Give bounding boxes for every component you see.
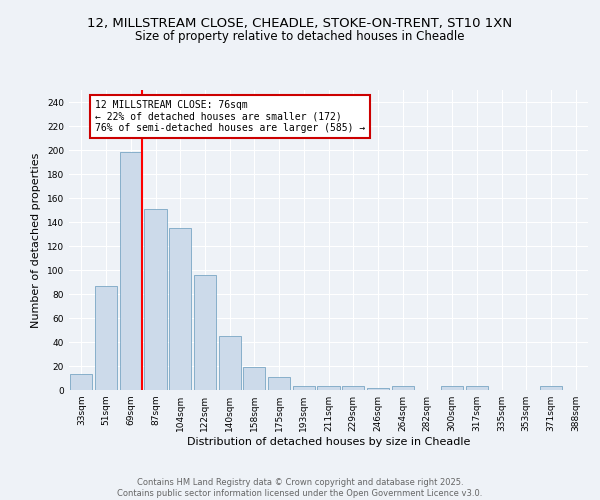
Bar	[317, 386, 340, 390]
Bar	[145, 209, 167, 390]
Bar	[95, 286, 117, 390]
Text: Contains HM Land Registry data © Crown copyright and database right 2025.
Contai: Contains HM Land Registry data © Crown c…	[118, 478, 482, 498]
Bar	[367, 388, 389, 390]
Bar	[243, 367, 265, 390]
Text: Size of property relative to detached houses in Cheadle: Size of property relative to detached ho…	[135, 30, 465, 43]
Bar	[169, 228, 191, 390]
Bar	[540, 386, 562, 390]
Bar	[466, 386, 488, 390]
Text: 12 MILLSTREAM CLOSE: 76sqm
← 22% of detached houses are smaller (172)
76% of sem: 12 MILLSTREAM CLOSE: 76sqm ← 22% of deta…	[95, 100, 365, 133]
X-axis label: Distribution of detached houses by size in Cheadle: Distribution of detached houses by size …	[187, 437, 470, 447]
Bar	[293, 386, 315, 390]
Text: 12, MILLSTREAM CLOSE, CHEADLE, STOKE-ON-TRENT, ST10 1XN: 12, MILLSTREAM CLOSE, CHEADLE, STOKE-ON-…	[88, 18, 512, 30]
Bar	[119, 152, 142, 390]
Bar	[268, 377, 290, 390]
Bar	[342, 386, 364, 390]
Bar	[218, 336, 241, 390]
Y-axis label: Number of detached properties: Number of detached properties	[31, 152, 41, 328]
Bar	[194, 275, 216, 390]
Bar	[441, 386, 463, 390]
Bar	[392, 386, 414, 390]
Bar	[70, 374, 92, 390]
